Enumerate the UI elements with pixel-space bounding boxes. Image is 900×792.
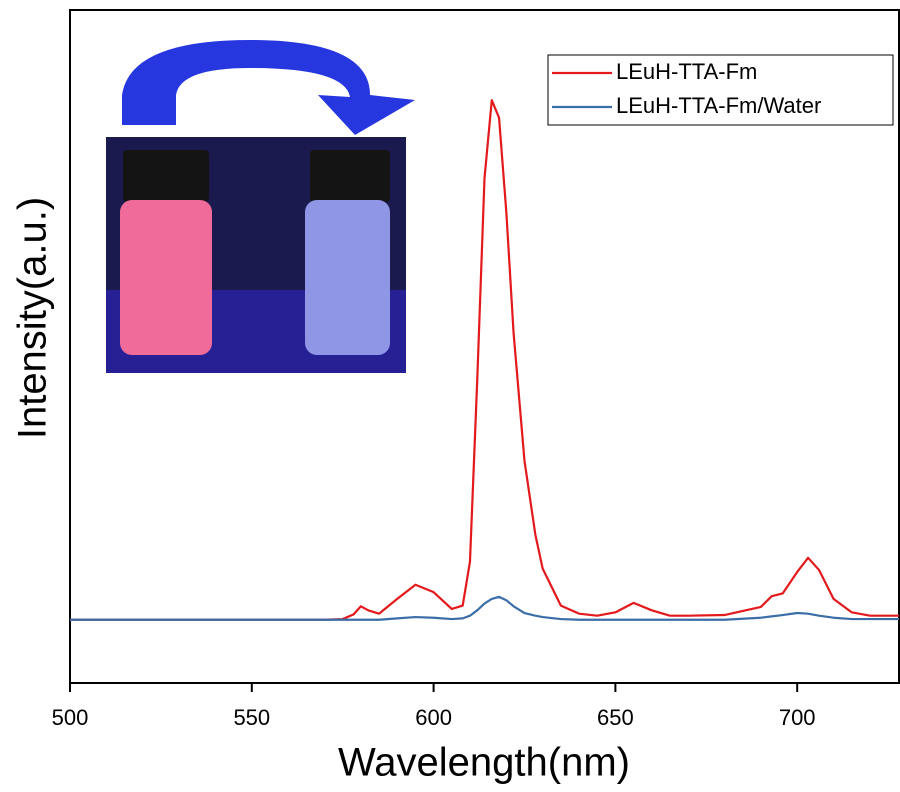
y-axis-label: Intensity(a.u.): [11, 197, 55, 439]
vial-cap: [123, 150, 209, 202]
data-line: [70, 595, 899, 621]
x-tick-label: 550: [233, 705, 270, 730]
plot-frame: [69, 9, 900, 684]
legend-box: [547, 54, 894, 126]
x-tick-label: 650: [597, 705, 634, 730]
x-tick-label: 600: [415, 705, 452, 730]
x-tick-label: 700: [779, 705, 816, 730]
vial-blue: [305, 200, 390, 355]
vial-cap: [310, 150, 390, 202]
x-tick-label: 500: [52, 705, 89, 730]
legend-label: LEuH-TTA-Fm: [616, 59, 757, 84]
vial-red: [120, 200, 212, 355]
x-axis-label: Wavelength(nm): [338, 741, 630, 785]
legend-label: LEuH-TTA-Fm/Water: [616, 93, 821, 118]
legend: LEuH-TTA-Fm LEuH-TTA-Fm/Water: [547, 54, 894, 126]
arrow: [122, 40, 415, 135]
inset-photo: [106, 40, 415, 373]
